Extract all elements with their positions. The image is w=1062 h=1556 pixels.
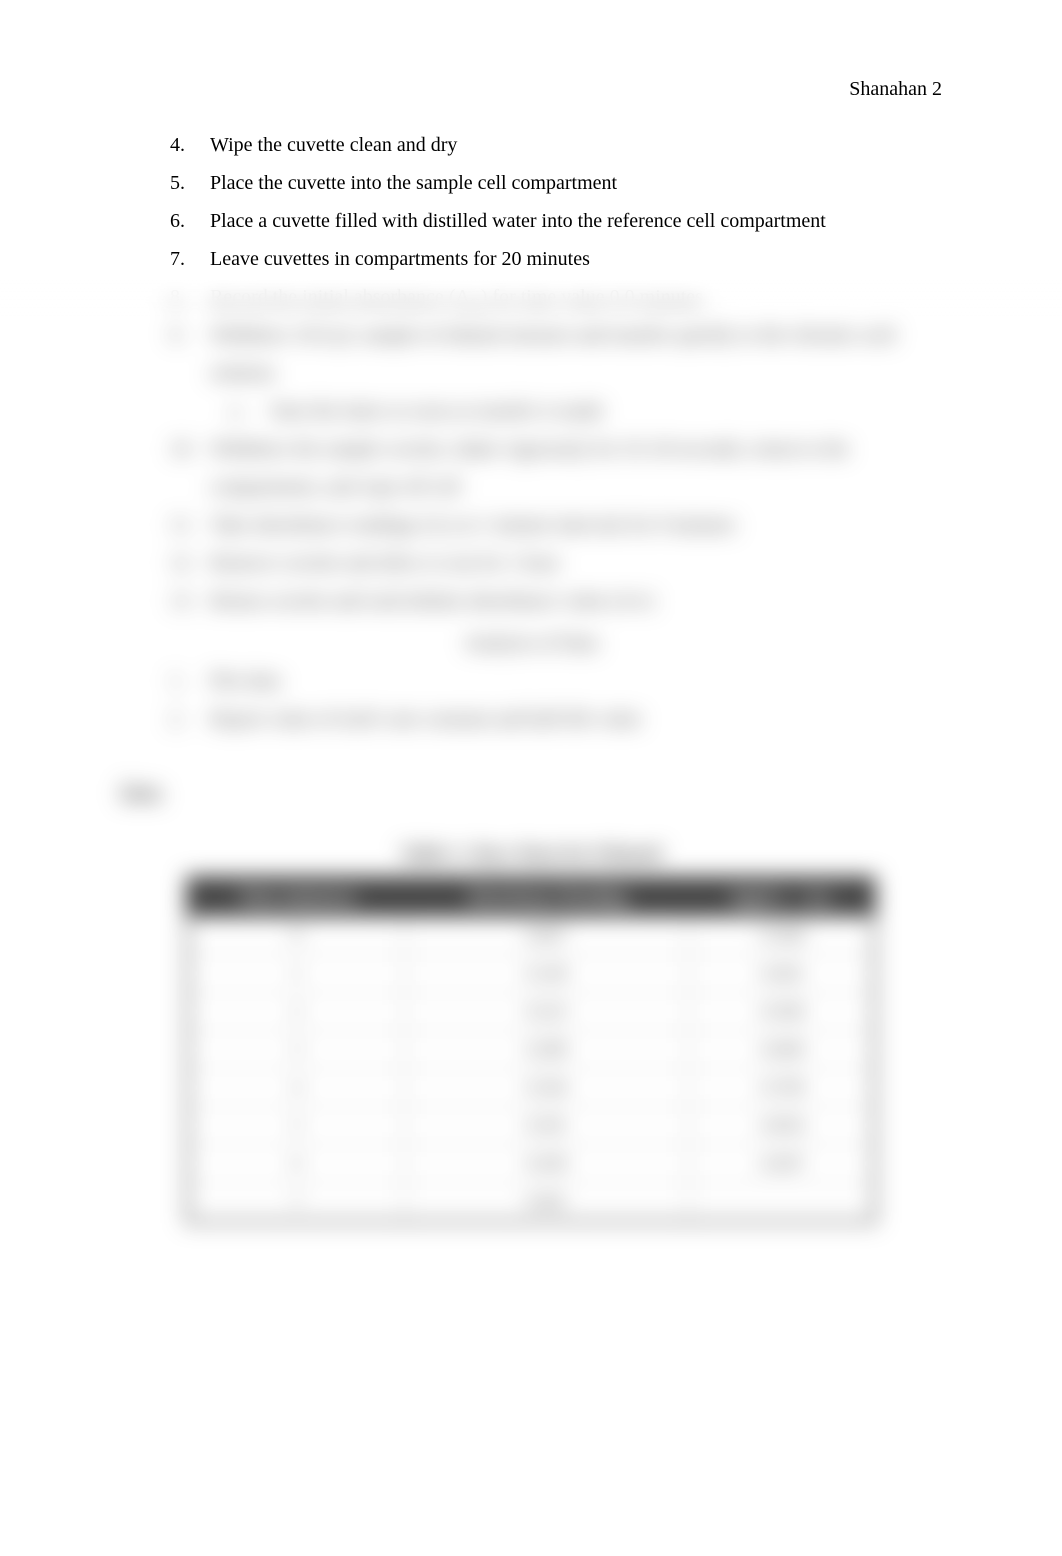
table-cell: 6	[188, 1145, 405, 1183]
table-cell: 0.344	[405, 1069, 688, 1107]
table-cell: 0.067	[405, 917, 688, 955]
table-cell: 0.430	[405, 1145, 688, 1183]
table-row: 6 0.430 -0.947	[188, 1145, 875, 1183]
procedure-step: Place the cuvette into the sample cell c…	[150, 164, 942, 202]
table-cell: 0.149	[405, 955, 688, 993]
procedure-substep: Start the timer as soon as transfer is m…	[210, 392, 942, 430]
table-cell: 4	[188, 1069, 405, 1107]
procedure-step-text: Record the initial absorbance (AO) for t…	[210, 286, 703, 308]
procedure-step: Return cuvette and read infinite absorba…	[150, 582, 942, 620]
analysis-heading: Analysis of Data	[120, 624, 942, 662]
table-cell: 2	[188, 993, 405, 1031]
table-cell: -0.461	[688, 955, 874, 993]
procedure-sublist: Start the timer as soon as transfer is m…	[210, 392, 942, 430]
table-cell: 1	[188, 955, 405, 993]
table-row: 5 0.391 -0.854	[188, 1107, 875, 1145]
document-body: Wipe the cuvette clean and dry Place the…	[120, 126, 942, 1223]
table-cell: 0.223	[405, 993, 688, 1031]
table-cell: 0	[188, 917, 405, 955]
analysis-step: Report value of trial's rate constant an…	[150, 700, 942, 738]
analysis-list: Plot data Report value of trial's rate c…	[120, 662, 942, 738]
procedure-step-text: Withdraw 10.0 μL sample of ethanol mixtu…	[210, 324, 895, 384]
table-header-cell: Absorbance Reading	[405, 878, 688, 917]
table-cell: -0.760	[688, 1069, 874, 1107]
table-row: 0 0.067 -0.368	[188, 917, 875, 955]
table-cell: -0.660	[688, 1031, 874, 1069]
procedure-step: Leave cuvettes in compartments for 20 mi…	[150, 240, 942, 278]
running-head: Shanahan 2	[849, 78, 942, 101]
table-cell: 0.288	[405, 1031, 688, 1069]
procedure-step: Wipe the cuvette clean and dry	[150, 126, 942, 164]
procedure-step: Remove cuvette and allow to run for 1 ho…	[150, 544, 942, 582]
document-page: Shanahan 2 Wipe the cuvette clean and dr…	[0, 0, 1062, 1556]
procedure-step: Place a cuvette filled with distilled wa…	[150, 202, 942, 240]
table-row: 7 0.461	[188, 1183, 875, 1222]
procedure-list: Wipe the cuvette clean and dry Place the…	[120, 126, 942, 620]
table-cell: -0.368	[688, 917, 874, 955]
analysis-step: Plot data	[150, 662, 942, 700]
procedure-step: Withdraw 10.0 μL sample of ethanol mixtu…	[150, 316, 942, 430]
table-header-cell: Time (minutes)	[188, 878, 405, 917]
table-cell: 5	[188, 1107, 405, 1145]
table-row: 4 0.344 -0.760	[188, 1069, 875, 1107]
table-header-cell: log(A∞ − Aₜ)	[688, 878, 874, 917]
table-row: 3 0.288 -0.660	[188, 1031, 875, 1069]
data-section-label: Data:	[120, 780, 942, 803]
table-cell: 0.461	[405, 1183, 688, 1222]
procedure-step: Take absorbance readings (Aₜ) at 1 minut…	[150, 506, 942, 544]
table-title: Table 1: Raw Data for Ethanol	[120, 843, 942, 866]
table-row: 2 0.223 -0.560	[188, 993, 875, 1031]
table-cell: -0.854	[688, 1107, 874, 1145]
table-cell	[688, 1183, 874, 1222]
procedure-step: Record the initial absorbance (AO) for t…	[150, 278, 942, 316]
table-cell: 0.391	[405, 1107, 688, 1145]
table-header-row: Time (minutes) Absorbance Reading log(A∞…	[188, 878, 875, 917]
table-cell: 3	[188, 1031, 405, 1069]
table-cell: -0.560	[688, 993, 874, 1031]
table-body: 0 0.067 -0.368 1 0.149 -0.461 2 0.223 -0…	[188, 917, 875, 1222]
procedure-step: Withdraw the sample cuvette, shake vigor…	[150, 430, 942, 506]
table-row: 1 0.149 -0.461	[188, 955, 875, 993]
table-cell: 7	[188, 1183, 405, 1222]
data-table: Time (minutes) Absorbance Reading log(A∞…	[186, 876, 876, 1223]
table-cell: -0.947	[688, 1145, 874, 1183]
